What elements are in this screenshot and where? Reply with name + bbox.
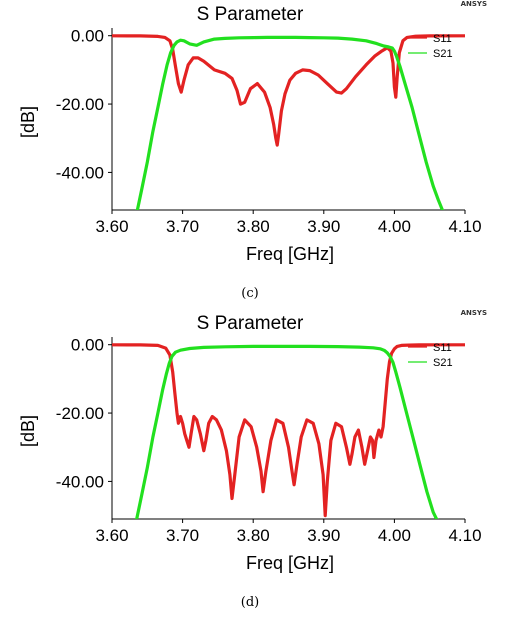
chart-panel-d: S Parameter ANSYS 0.00 -20.00 -40.00 3.60 3.70… (0, 309, 510, 618)
y-tick-label: -20.00 (56, 404, 104, 423)
legend-label-s21: S21 (433, 48, 453, 60)
chart-panel-c: S Parameter ANSYS 0.00 -20.00 -40.00 3.60 3.70… (18, 0, 487, 301)
x-tick-label: 3.70 (166, 217, 199, 236)
x-tick-label: 3.90 (307, 526, 340, 545)
x-axis-label: Freq [GHz] (246, 244, 334, 264)
x-tick-label: 3.90 (307, 217, 340, 236)
legend-label-s11: S11 (433, 33, 452, 45)
y-tick-label: -20.00 (56, 95, 104, 114)
x-tick-label: 4.10 (448, 526, 481, 545)
chart-title: S Parameter (197, 4, 304, 25)
series-line-s21 (135, 344, 439, 519)
chart-svg: S Parameter ANSYS 0.00 -20.00 -40.00 3.60 3.70… (18, 0, 487, 301)
x-tick-label: 3.80 (237, 526, 270, 545)
x-axis-label: Freq [GHz] (246, 553, 334, 573)
y-tick-label: -40.00 (56, 472, 104, 491)
legend-label-s11: S11 (433, 342, 452, 354)
figure-caption: (c) (241, 286, 258, 301)
x-tick-label: 3.70 (166, 526, 199, 545)
chart-title: S Parameter (197, 313, 304, 334)
series-line-s11 (112, 343, 465, 518)
y-tick-label: 0.00 (71, 27, 104, 46)
x-tick-label: 4.00 (378, 526, 411, 545)
legend-label-s21: S21 (433, 357, 453, 369)
series-line-s21 (135, 35, 444, 210)
ansys-logo: ANSYS (461, 0, 487, 8)
x-tick-label: 3.60 (95, 217, 128, 236)
series-line-s11 (112, 34, 465, 147)
y-tick-label: -40.00 (56, 163, 104, 182)
y-axis-label: [dB] (18, 106, 38, 138)
figure-caption: (d) (241, 595, 259, 610)
x-tick-label: 4.10 (448, 217, 481, 236)
chart-svg: S Parameter ANSYS 0.00 -20.00 -40.00 3.60 3.70… (18, 309, 487, 610)
x-tick-label: 3.80 (237, 217, 270, 236)
y-axis-label: [dB] (18, 415, 38, 447)
x-tick-label: 3.60 (95, 526, 128, 545)
x-tick-label: 4.00 (378, 217, 411, 236)
ansys-logo: ANSYS (461, 309, 487, 317)
y-tick-label: 0.00 (71, 336, 104, 355)
